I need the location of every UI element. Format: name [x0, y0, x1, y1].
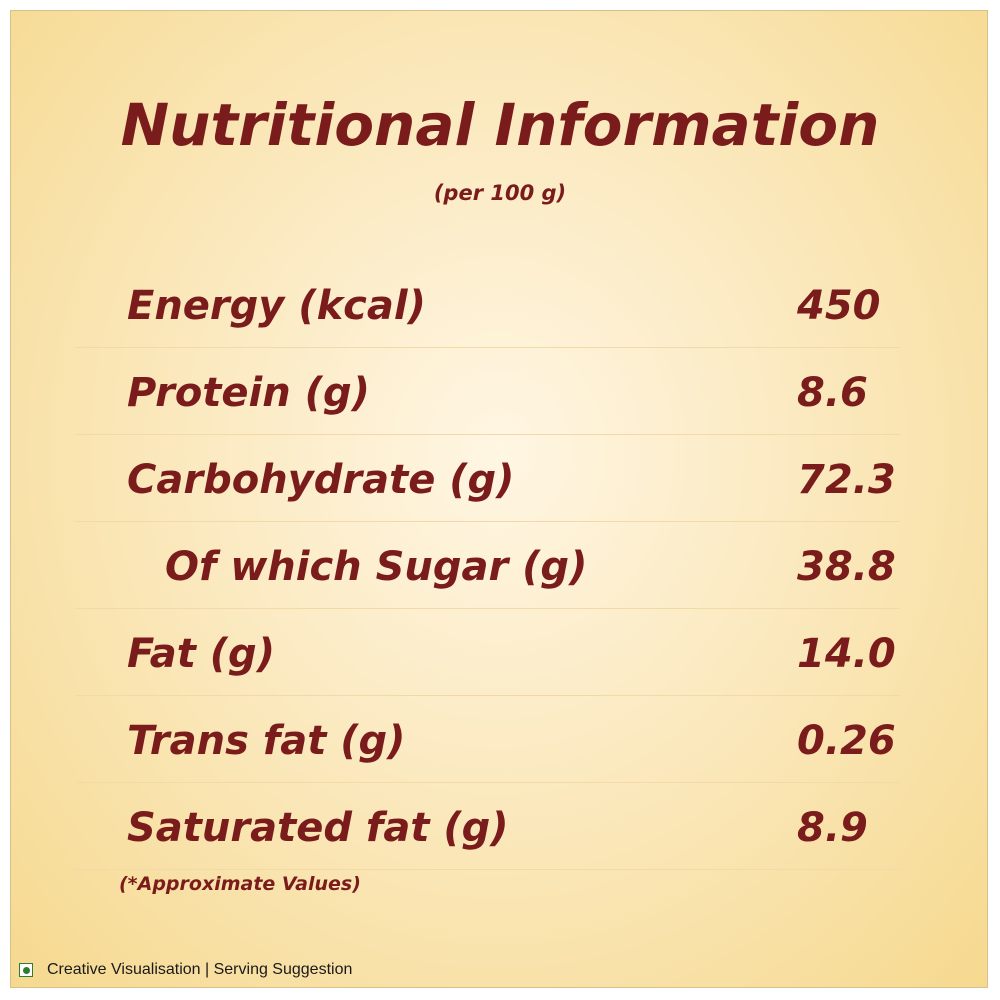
nutrient-label: Of which Sugar (g) — [165, 544, 588, 590]
nutrition-row-protein: Protein (g) 8.6 — [75, 348, 900, 435]
nutrition-row-sugar: Of which Sugar (g) 38.8 — [75, 522, 900, 609]
nutrient-label: Carbohydrate (g) — [127, 457, 515, 503]
approximate-values-note: (*Approximate Values) — [119, 873, 361, 895]
nutrition-row-carbohydrate: Carbohydrate (g) 72.3 — [75, 435, 900, 522]
nutrient-label: Trans fat (g) — [127, 718, 406, 764]
nutrition-table: Energy (kcal) 450 Protein (g) 8.6 Carboh… — [75, 261, 900, 870]
disclaimer-text: Creative Visualisation | Serving Suggest… — [47, 961, 353, 978]
nutrition-row-trans-fat: Trans fat (g) 0.26 — [75, 696, 900, 783]
nutrient-label: Energy (kcal) — [127, 283, 426, 329]
serving-basis: (per 100 g) — [433, 181, 567, 205]
nutrient-value: 8.6 — [797, 370, 868, 416]
nutrient-label: Protein (g) — [127, 370, 370, 416]
nutrient-value: 0.26 — [797, 718, 896, 764]
nutrient-value: 450 — [797, 283, 881, 329]
nutrient-value: 14.0 — [797, 631, 896, 677]
nutrient-value: 8.9 — [797, 805, 868, 851]
footer-bar: Creative Visualisation | Serving Suggest… — [19, 959, 352, 981]
nutrient-value: 38.8 — [797, 544, 896, 590]
nutrient-label: Saturated fat (g) — [127, 805, 509, 851]
nutrient-value: 72.3 — [797, 457, 896, 503]
nutrition-row-fat: Fat (g) 14.0 — [75, 609, 900, 696]
nutrient-label: Fat (g) — [127, 631, 275, 677]
nutrition-row-energy: Energy (kcal) 450 — [75, 261, 900, 348]
nutrition-card: Nutritional Information (per 100 g) Ener… — [10, 10, 988, 988]
veg-dot — [22, 966, 30, 974]
veg-mark-icon — [19, 963, 33, 977]
nutrition-row-saturated-fat: Saturated fat (g) 8.9 — [75, 783, 900, 870]
page-title: Nutritional Information — [120, 91, 880, 159]
